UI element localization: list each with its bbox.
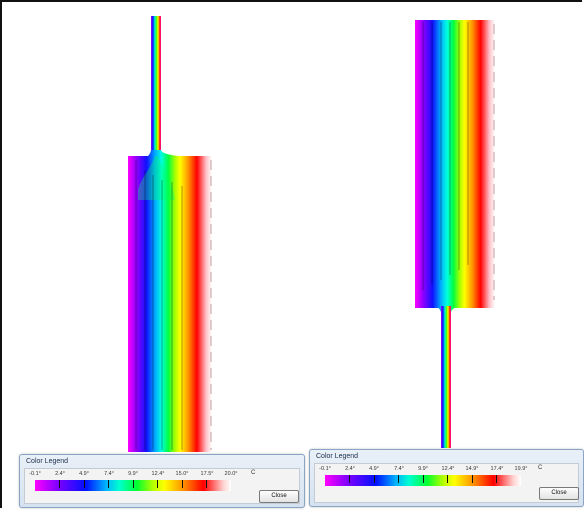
tick-label: -0.1° (319, 466, 331, 472)
legend-panel: -0.1° 2.4° 4.9° 7.4° 9.9° 12.4° 14.9° 17… (314, 463, 579, 503)
tick-label: 9.9° (128, 471, 138, 477)
tick-label: 2.4° (55, 471, 65, 477)
right-transition (415, 300, 495, 312)
tick-label: 12.4° (151, 471, 165, 477)
close-button[interactable]: Close (539, 487, 579, 500)
tick-label: 15.0° (175, 471, 189, 477)
tick-labels: -0.1° 2.4° 4.9° 7.4° 9.9° 12.4° 14.9° 17… (315, 465, 578, 474)
legend-panel: -0.1° 2.4° 4.9° 7.4° 9.9° 12.4° 15.0° 17… (24, 468, 300, 504)
tick-label: 17.5° (200, 471, 214, 477)
tick-labels: -0.1° 2.4° 4.9° 7.4° 9.9° 12.4° 15.0° 17… (25, 470, 299, 479)
left-thermal-model (128, 16, 212, 452)
tick-label: 2.4° (345, 466, 355, 472)
left-flow-curve (138, 156, 175, 200)
left-body (128, 156, 212, 452)
tick-label: 17.4° (490, 466, 504, 472)
close-button[interactable]: Close (259, 490, 299, 503)
unit-label: C (538, 465, 543, 471)
right-stem (441, 306, 451, 448)
tick-label: -0.1° (29, 471, 41, 477)
bar-ticks (35, 480, 231, 491)
tick-label: 7.4° (394, 466, 404, 472)
color-legend-window-right[interactable]: Color Legend -0.1° 2.4° 4.9° 7.4° 9.9° 1… (309, 449, 584, 507)
color-scale-bar (35, 480, 231, 491)
right-thermal-model (415, 20, 495, 448)
tick-label: 4.9° (79, 471, 89, 477)
left-stem (151, 16, 161, 156)
tick-label: 9.9° (418, 466, 428, 472)
tick-label: 20.0° (224, 471, 238, 477)
right-body (415, 20, 495, 308)
bar-ticks (325, 475, 521, 486)
tick-label: 14.9° (465, 466, 479, 472)
unit-label: C (251, 470, 256, 476)
legend-title: Color Legend (316, 453, 359, 460)
tick-label: 12.4° (441, 466, 455, 472)
legend-title: Color Legend (26, 458, 69, 465)
color-legend-window-left[interactable]: Color Legend -0.1° 2.4° 4.9° 7.4° 9.9° 1… (19, 454, 305, 508)
tick-label: 4.9° (369, 466, 379, 472)
tick-label: 7.4° (104, 471, 114, 477)
tick-label: 19.9° (514, 466, 528, 472)
color-scale-bar (325, 475, 521, 486)
